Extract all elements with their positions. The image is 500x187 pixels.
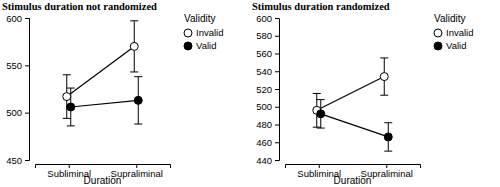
y-tick: 520 (256, 84, 279, 95)
y-tick-mark (275, 89, 279, 90)
chart-title: Stimulus duration randomized (252, 1, 390, 12)
error-bar-cap (313, 127, 321, 128)
error-bar-cap (63, 118, 71, 119)
y-tick-mark (275, 18, 279, 19)
error-bar (130, 21, 138, 72)
error-bar-cap (67, 125, 75, 126)
data-point (380, 73, 388, 81)
error-bar-cap (63, 74, 71, 75)
data-point (384, 133, 392, 141)
y-tick: 440 (256, 155, 279, 166)
y-tick-mark (275, 107, 279, 108)
y-tick: 600 (256, 13, 279, 24)
legend-label: Valid (446, 40, 466, 51)
plot-area (313, 58, 393, 151)
error-bar (63, 75, 71, 119)
y-tick: 500 (6, 107, 29, 118)
y-tick-mark (275, 71, 279, 72)
figure: Stimulus duration not randomized 450 500 55… (0, 0, 500, 187)
y-tick: 460 (256, 137, 279, 148)
y-tick: 500 (256, 101, 279, 112)
y-tick-label: 440 (256, 155, 272, 166)
data-point (67, 103, 75, 111)
legend-marker (184, 42, 192, 50)
y-tick-label: 540 (256, 66, 272, 77)
error-bar-cap (317, 99, 325, 100)
data-point (63, 93, 71, 101)
series-line (321, 114, 389, 137)
panel: Stimulus duration not randomized 450 500 55… (2, 1, 223, 186)
y-tick-mark (275, 36, 279, 37)
y-tick-label: 550 (6, 60, 22, 71)
plot-area (63, 21, 143, 126)
error-bar-cap (130, 71, 138, 72)
y-tick-mark (275, 125, 279, 126)
y-axis: 450 500 550 600 (6, 13, 29, 166)
y-tick: 480 (256, 119, 279, 130)
data-point (134, 96, 142, 104)
error-bar-cap (313, 93, 321, 94)
error-bar (134, 77, 142, 124)
legend: Validity Invalid Valid (434, 13, 473, 51)
error-bar-cap (67, 88, 75, 89)
y-tick-label: 560 (256, 48, 272, 59)
legend-marker (434, 29, 442, 37)
y-tick: 450 (6, 155, 29, 166)
legend-title: Validity (434, 13, 466, 24)
series-line (71, 100, 139, 107)
y-tick-mark (25, 65, 29, 66)
y-tick-mark (25, 18, 29, 19)
error-bar (380, 58, 388, 95)
legend-marker (184, 29, 192, 37)
y-tick-mark (25, 160, 29, 161)
y-tick-label: 460 (256, 137, 272, 148)
error-bar-cap (134, 76, 142, 77)
legend-title: Validity (184, 13, 216, 24)
y-axis-line (275, 19, 280, 161)
error-bar (317, 100, 325, 128)
x-axis-title: Duration (84, 175, 122, 186)
y-tick: 540 (256, 66, 279, 77)
y-tick-label: 600 (256, 13, 272, 24)
y-axis-line (25, 19, 30, 161)
data-point (317, 110, 325, 118)
y-tick-label: 580 (256, 30, 272, 41)
error-bar-cap (384, 122, 392, 123)
error-bar (384, 123, 392, 151)
y-tick-mark (275, 160, 279, 161)
y-tick-mark (275, 54, 279, 55)
y-tick: 600 (6, 13, 29, 24)
chart-title: Stimulus duration not randomized (2, 1, 157, 12)
y-tick-mark (275, 142, 279, 143)
error-bar-cap (380, 95, 388, 96)
y-tick: 580 (256, 30, 279, 41)
y-tick: 550 (6, 60, 29, 71)
error-bar-cap (384, 151, 392, 152)
y-tick-label: 600 (6, 13, 22, 24)
y-tick-label: 520 (256, 84, 272, 95)
y-tick-mark (25, 113, 29, 114)
y-tick-label: 450 (6, 155, 22, 166)
panel: Stimulus duration randomized 440 460 480 500… (252, 1, 473, 186)
error-bar-cap (134, 124, 142, 125)
data-point (130, 42, 138, 50)
x-axis-title: Duration (334, 175, 372, 186)
y-tick-label: 480 (256, 119, 272, 130)
series-line (317, 77, 385, 111)
error-bar-cap (380, 57, 388, 58)
series-line (67, 46, 135, 96)
legend-label: Valid (196, 40, 216, 51)
legend-label: Invalid (446, 27, 473, 38)
y-tick-label: 500 (256, 101, 272, 112)
y-axis: 440 460 480 500 520 540 560 580 600 (256, 13, 279, 166)
y-tick: 560 (256, 48, 279, 59)
error-bar-cap (130, 20, 138, 21)
legend-marker (434, 42, 442, 50)
y-tick-label: 500 (6, 107, 22, 118)
legend-label: Invalid (196, 27, 223, 38)
error-bar-cap (317, 128, 325, 129)
legend: Validity Invalid Valid (184, 13, 223, 51)
